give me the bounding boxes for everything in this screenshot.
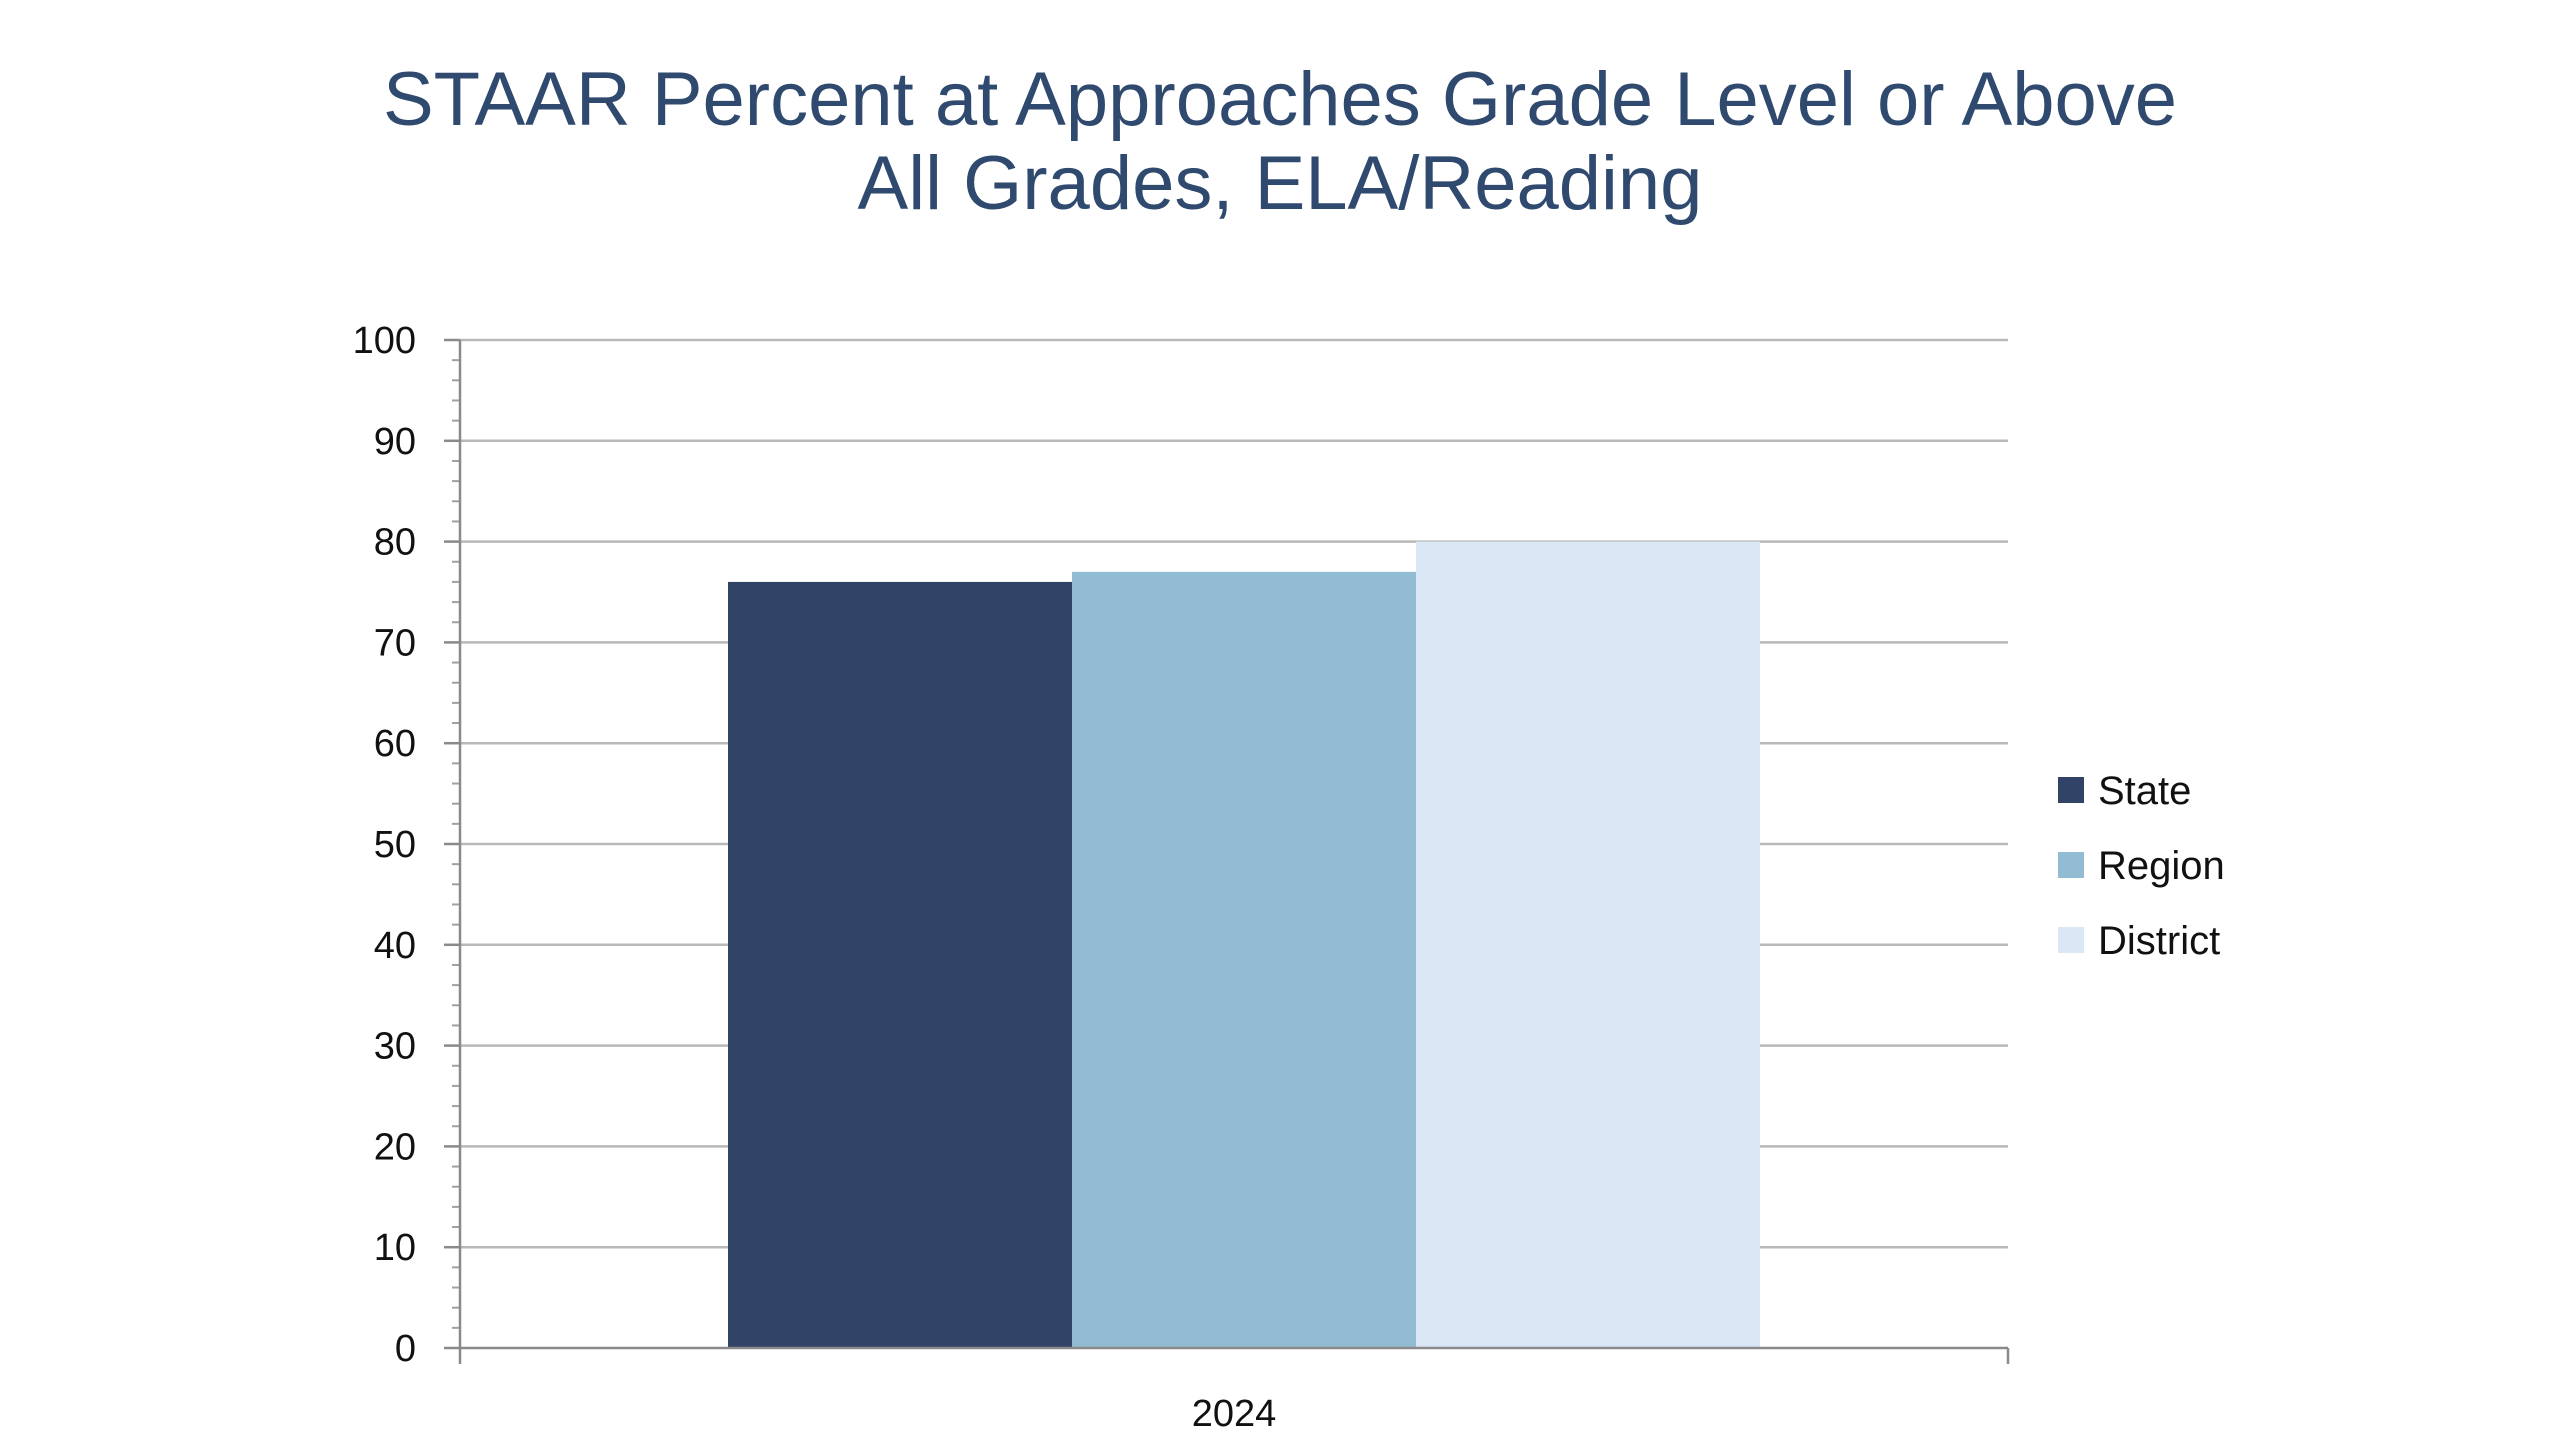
bar-region [1072,571,1416,1348]
y-tick-label: 40 [374,925,416,967]
legend-label-district: District [2098,919,2220,963]
y-tick-label: 50 [374,824,416,866]
y-tick-label: 80 [374,522,416,564]
y-tick-label: 10 [374,1227,416,1269]
y-tick-label: 100 [353,320,416,362]
y-tick-label: 70 [374,622,416,664]
y-tick-label: 90 [374,421,416,463]
y-tick-labels: 0 10 20 30 40 50 60 70 80 90 100 [353,320,416,1370]
y-tick-label: 0 [395,1328,416,1370]
legend-swatch-district [2058,927,2084,953]
chart-subtitle: All Grades, ELA/Reading [857,141,1703,226]
bar-state [728,581,1072,1348]
legend-label-region: Region [2098,844,2225,888]
axes [444,338,2010,1364]
y-tick-label: 30 [374,1026,416,1068]
legend: State Region District [2058,769,2225,963]
bar-district [1416,541,1760,1348]
legend-swatch-state [2058,777,2084,803]
x-tick-labels: 2024 [1192,1393,1277,1435]
y-tick-label: 60 [374,723,416,765]
chart-title-block: STAAR Percent at Approaches Grade Level … [0,58,2560,226]
x-tick-label: 2024 [1192,1393,1277,1435]
legend-label-state: State [2098,769,2191,813]
legend-swatch-region [2058,852,2084,878]
y-tick-label: 20 [374,1126,416,1168]
chart-title: STAAR Percent at Approaches Grade Level … [382,57,2178,142]
bars [728,541,1760,1348]
